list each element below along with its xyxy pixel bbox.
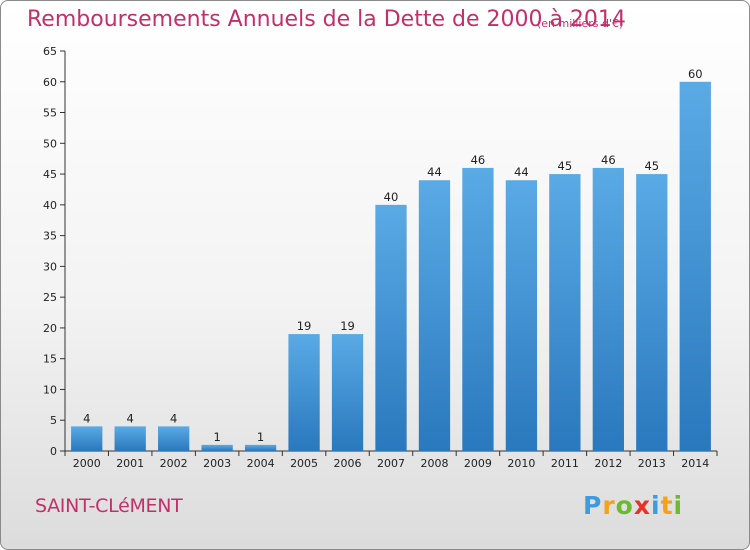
y-tick-label: 25 [43, 291, 57, 304]
bar-value-label: 19 [297, 319, 312, 333]
bar-value-label: 4 [170, 411, 177, 425]
y-tick-label: 60 [43, 76, 57, 89]
bar [375, 204, 407, 451]
bar [549, 174, 581, 452]
x-tick-label: 2003 [203, 457, 231, 470]
bar [679, 81, 711, 452]
x-tick-label: 2013 [638, 457, 666, 470]
logo-letter: i [673, 491, 684, 520]
bar-value-label: 40 [384, 190, 399, 204]
y-tick-label: 10 [43, 383, 57, 396]
logo-letter: x [633, 491, 651, 520]
bar-value-label: 46 [471, 153, 486, 167]
logo-letter: t [660, 491, 674, 520]
y-tick-label: 55 [43, 107, 57, 120]
x-tick-label: 2012 [594, 457, 622, 470]
bar [418, 180, 451, 451]
bar-value-label: 60 [688, 67, 703, 81]
bar-value-label: 19 [340, 319, 355, 333]
logo-letter: r [602, 491, 616, 520]
proxiti-logo: Proxiti [583, 491, 683, 520]
bar-value-label: 45 [558, 159, 573, 173]
x-tick-label: 2008 [420, 457, 448, 470]
y-tick-label: 45 [43, 168, 57, 181]
y-tick-label: 35 [43, 230, 57, 243]
bar-value-label: 4 [127, 411, 134, 425]
bar-value-label: 1 [213, 430, 220, 444]
bar [636, 174, 668, 452]
x-tick-label: 2005 [290, 457, 318, 470]
axes: 0 5 10 15 20 25 30 35 40 45 50 55 60 65 2000 2001 2002 20… [43, 45, 718, 470]
chart-title: Remboursements Annuels de la Dette de 20… [27, 7, 626, 32]
bar [288, 334, 320, 451]
x-tick-label: 2006 [334, 457, 362, 470]
x-tick-label: 2009 [464, 457, 492, 470]
bar-value-label: 44 [427, 165, 442, 179]
bar [244, 444, 277, 451]
bar-value-label: 45 [644, 159, 659, 173]
bars [71, 81, 711, 452]
y-tick-label: 15 [43, 353, 57, 366]
x-tick-label: 2004 [247, 457, 275, 470]
bar [331, 334, 364, 451]
x-tick-label: 2001 [116, 457, 144, 470]
bar [114, 426, 146, 451]
bar [158, 426, 190, 451]
bar-value-label: 44 [514, 165, 529, 179]
chart-subtitle: (en milliers d'€) [537, 17, 624, 30]
x-tick-label: 2002 [160, 457, 188, 470]
y-tick-label: 5 [50, 414, 57, 427]
logo-letter: o [615, 491, 634, 520]
x-tick-label: 2014 [681, 457, 709, 470]
y-tick-label: 30 [43, 260, 57, 273]
bar-value-label: 4 [83, 411, 90, 425]
x-tick-label: 2011 [551, 457, 579, 470]
bar [71, 426, 103, 451]
y-tick-label: 40 [43, 199, 57, 212]
bar-value-label: 1 [257, 430, 264, 444]
bar [505, 180, 538, 451]
x-tick-label: 2010 [507, 457, 535, 470]
bar-value-label: 46 [601, 153, 616, 167]
logo-letter: P [583, 491, 603, 520]
commune-name: SAINT-CLéMENT [35, 495, 183, 517]
y-tick-label: 50 [43, 137, 57, 150]
bar [201, 444, 233, 451]
y-tick-label: 65 [43, 45, 57, 58]
bar [462, 167, 494, 451]
y-tick-label: 0 [50, 445, 57, 458]
y-tick-label: 20 [43, 322, 57, 335]
bar [592, 167, 624, 451]
logo-letter: i [651, 491, 661, 520]
x-tick-label: 2007 [377, 457, 405, 470]
x-tick-label: 2000 [73, 457, 101, 470]
